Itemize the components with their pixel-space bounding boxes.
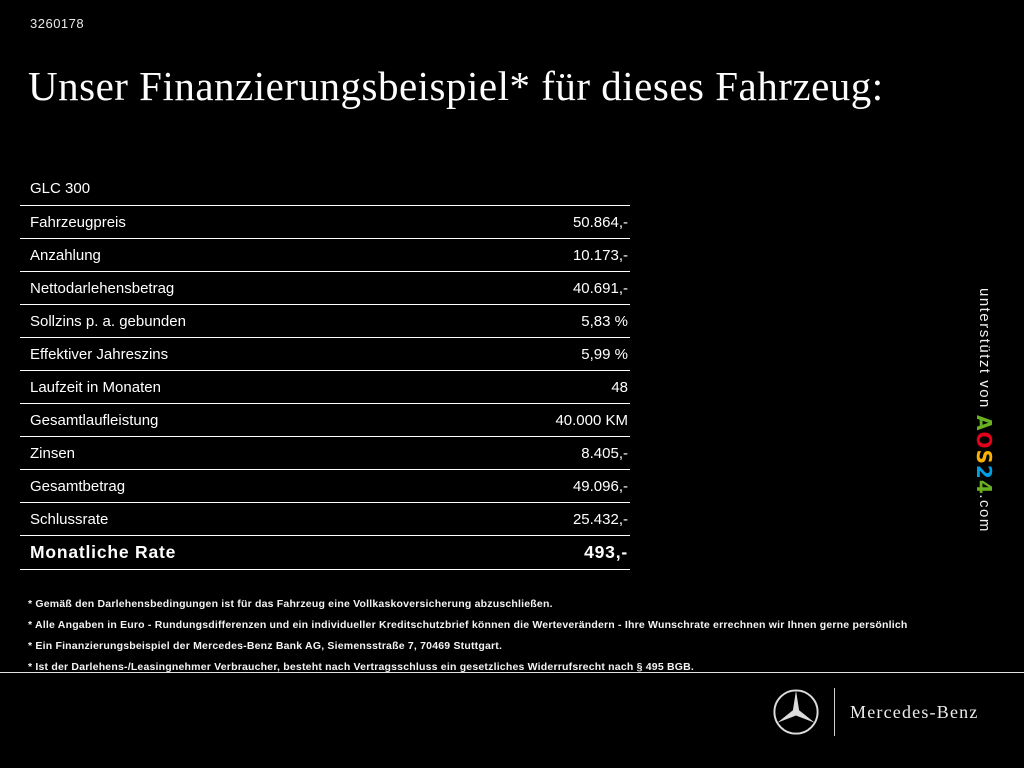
brand-letter-2: 2 — [972, 464, 996, 480]
aos24-logo: AOS24 — [972, 415, 996, 495]
financing-table: GLC 300 Fahrzeugpreis 50.864,- Anzahlung… — [20, 172, 630, 570]
row-label: Monatliche Rate — [30, 542, 177, 562]
row-value: 10.173,- — [572, 246, 628, 264]
row-value: 5,99 % — [581, 345, 628, 363]
mercedes-benz-wordmark: Mercedes-Benz — [850, 702, 979, 722]
row-label: Sollzins p. a. gebunden — [30, 312, 186, 330]
brand-letter-4: 4 — [972, 479, 996, 495]
table-row-model: GLC 300 — [20, 172, 630, 205]
footnote: * Alle Angaben in Euro - Rundungsdiffere… — [28, 619, 908, 631]
supported-by-prefix: unterstützt von — [976, 288, 993, 415]
footer: Mercedes-Benz — [0, 673, 1024, 768]
row-value: 5,83 % — [581, 312, 628, 330]
row-value: 25.432,- — [572, 510, 628, 528]
row-label: Gesamtbetrag — [30, 477, 126, 495]
page-title: Unser Finanzierungsbeispiel* für dieses … — [28, 63, 884, 109]
footer-vertical-divider — [834, 688, 835, 736]
footnote: * Ist der Darlehens-/Leasingnehmer Verbr… — [28, 661, 695, 673]
table-row: Schlussrate 25.432,- — [20, 502, 630, 535]
row-value: 40.000 KM — [555, 411, 628, 429]
table-row: Gesamtbetrag 49.096,- — [20, 469, 630, 502]
row-label: Nettodarlehensbetrag — [30, 279, 175, 297]
row-label: Laufzeit in Monaten — [30, 378, 161, 396]
reference-number: 3260178 — [30, 16, 85, 31]
row-value: 50.864,- — [572, 213, 628, 231]
table-row: Laufzeit in Monaten 48 — [20, 370, 630, 403]
row-label: Anzahlung — [30, 246, 101, 264]
table-row: Zinsen 8.405,- — [20, 436, 630, 469]
row-value: 40.691,- — [572, 279, 628, 297]
footer-divider-line — [0, 672, 1024, 673]
model-name: GLC 300 — [30, 180, 91, 197]
row-value: 49.096,- — [572, 477, 628, 495]
row-label: Fahrzeugpreis — [30, 213, 126, 231]
table-row: Effektiver Jahreszins 5,99 % — [20, 337, 630, 370]
footnotes: * Gemäß den Darlehensbedingungen ist für… — [28, 598, 998, 682]
supported-by-vertical-text: unterstützt von AOS24.com — [972, 288, 996, 533]
row-label: Gesamtlaufleistung — [30, 411, 159, 429]
row-label: Effektiver Jahreszins — [30, 345, 169, 363]
row-label: Zinsen — [30, 444, 76, 462]
brand-letter-o: O — [972, 431, 996, 450]
footnote: * Ein Finanzierungsbeispiel der Mercedes… — [28, 640, 503, 652]
brand-suffix: .com — [976, 494, 993, 533]
table-row: Gesamtlaufleistung 40.000 KM — [20, 403, 630, 436]
mercedes-star-icon — [773, 689, 819, 735]
table-row: Fahrzeugpreis 50.864,- — [20, 205, 630, 238]
row-label: Schlussrate — [30, 510, 109, 528]
row-value: 493,- — [584, 542, 628, 562]
row-value: 48 — [611, 378, 628, 396]
brand-letter-a: A — [972, 414, 996, 432]
table-row: Anzahlung 10.173,- — [20, 238, 630, 271]
footnote: * Gemäß den Darlehensbedingungen ist für… — [28, 598, 553, 610]
brand-letter-s: S — [972, 449, 996, 465]
table-row: Nettodarlehensbetrag 40.691,- — [20, 271, 630, 304]
table-row: Sollzins p. a. gebunden 5,83 % — [20, 304, 630, 337]
row-value: 8.405,- — [581, 444, 628, 462]
table-row-monthly-rate: Monatliche Rate 493,- — [20, 535, 630, 570]
